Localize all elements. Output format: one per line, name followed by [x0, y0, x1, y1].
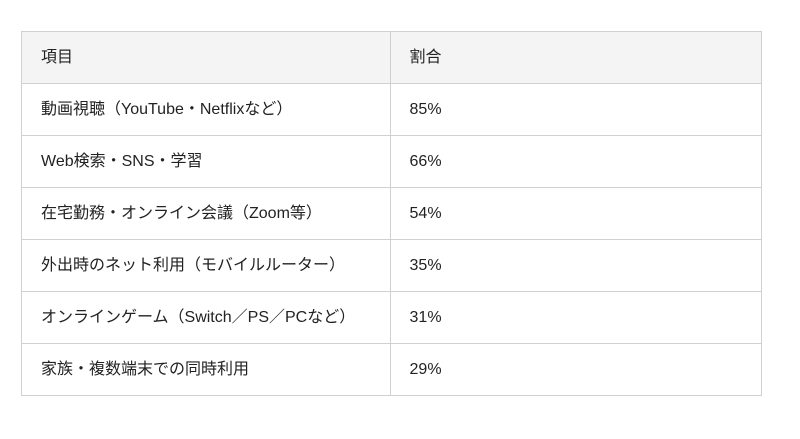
- usage-ratio-table: 項目 割合 動画視聴（YouTube・Netflixなど） 85% Web検索・SN…: [21, 31, 763, 396]
- ratio-cell: 29%: [389, 343, 763, 396]
- ratio-cell: 31%: [389, 291, 763, 344]
- table-row: 家族・複数端末での同時利用 29%: [21, 343, 763, 396]
- item-cell: 在宅勤務・オンライン会議（Zoom等）: [21, 187, 391, 240]
- item-cell: Web検索・SNS・学習: [21, 135, 391, 188]
- ratio-cell: 54%: [389, 187, 763, 240]
- item-cell: 動画視聴（YouTube・Netflixなど）: [21, 83, 391, 136]
- table-row: Web検索・SNS・学習 66%: [21, 135, 763, 188]
- item-cell: オンラインゲーム（Switch／PS／PCなど）: [21, 291, 391, 344]
- table-row: オンラインゲーム（Switch／PS／PCなど） 31%: [21, 291, 763, 344]
- ratio-cell: 66%: [389, 135, 763, 188]
- ratio-cell: 85%: [389, 83, 763, 136]
- ratio-cell: 35%: [389, 239, 763, 292]
- item-cell: 家族・複数端末での同時利用: [21, 343, 391, 396]
- table-row: 外出時のネット利用（モバイルルーター） 35%: [21, 239, 763, 292]
- table-header-row: 項目 割合: [21, 31, 763, 84]
- item-cell: 外出時のネット利用（モバイルルーター）: [21, 239, 391, 292]
- column-header-ratio: 割合: [389, 31, 763, 84]
- table-row: 在宅勤務・オンライン会議（Zoom等） 54%: [21, 187, 763, 240]
- column-header-item: 項目: [21, 31, 391, 84]
- table-row: 動画視聴（YouTube・Netflixなど） 85%: [21, 83, 763, 136]
